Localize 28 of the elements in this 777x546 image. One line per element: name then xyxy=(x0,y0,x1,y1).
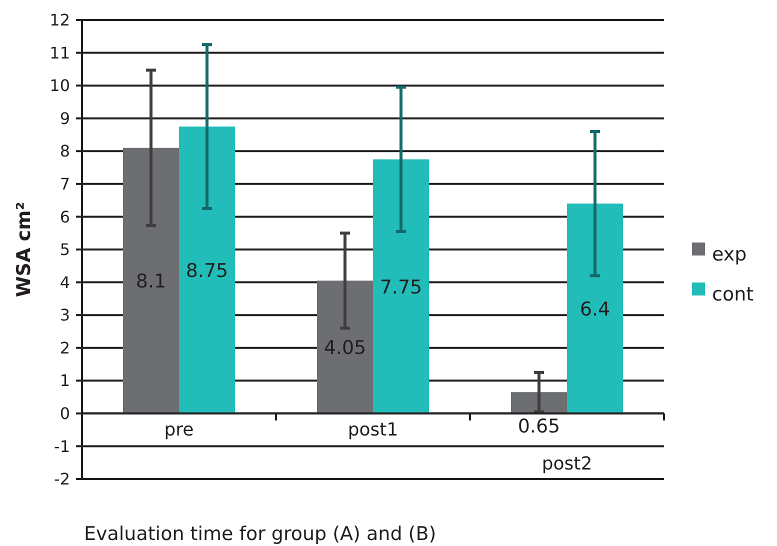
y-tick-label: 1 xyxy=(60,371,70,390)
y-tick-label: 5 xyxy=(60,240,70,260)
x-axis-title: Evaluation time for group (A) and (B) xyxy=(84,523,436,545)
y-tick-label: 8 xyxy=(60,142,70,161)
y-tick-label: 9 xyxy=(60,108,70,128)
data-label: 0.65 xyxy=(518,415,560,438)
y-tick-label: 7 xyxy=(60,174,70,194)
y-tick-label: 12 xyxy=(50,10,70,30)
y-tick-label: 6 xyxy=(60,207,70,226)
x-tick-label: post2 xyxy=(542,453,592,474)
data-label: 6.4 xyxy=(580,298,610,321)
data-label: 4.05 xyxy=(324,337,366,360)
legend-label: exp xyxy=(712,244,747,266)
y-tick-label: 3 xyxy=(60,306,70,325)
data-label: 7.75 xyxy=(380,276,422,298)
y-tick-label: 4 xyxy=(60,272,70,292)
x-tick-label: pre xyxy=(164,419,194,440)
y-tick-label: 0 xyxy=(60,404,70,424)
data-label: 8.1 xyxy=(136,270,166,293)
data-label: 8.75 xyxy=(186,260,228,282)
y-tick-label: 11 xyxy=(50,43,70,62)
y-axis-title: WSA cm² xyxy=(13,202,35,298)
legend-label: cont xyxy=(712,284,754,306)
x-tick-label: post1 xyxy=(348,419,398,440)
y-tick-label: 10 xyxy=(50,76,70,96)
y-tick-label: 2 xyxy=(60,338,70,358)
y-tick-label: -1 xyxy=(54,436,70,456)
y-tick-label: -2 xyxy=(54,470,70,489)
